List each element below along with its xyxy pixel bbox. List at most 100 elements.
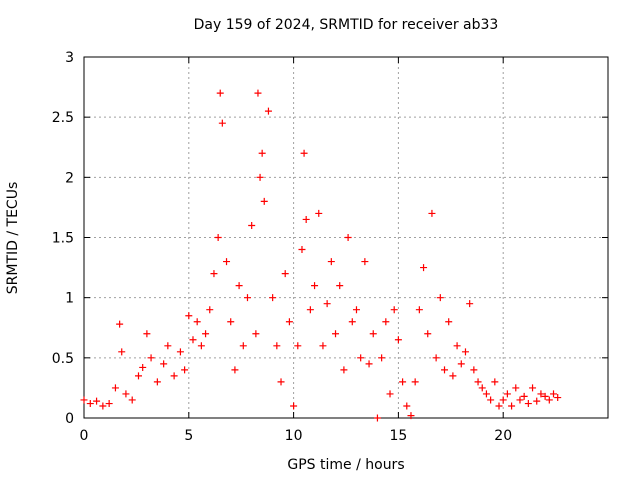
x-tick-label: 20 [494, 428, 512, 444]
data-point [294, 342, 302, 350]
data-point [143, 330, 151, 338]
data-point [134, 372, 142, 380]
data-point [223, 258, 231, 266]
data-point [537, 390, 545, 398]
data-point [541, 392, 549, 400]
data-point [545, 396, 553, 404]
data-point [424, 330, 432, 338]
y-tick-label: 2 [65, 170, 74, 186]
data-point [93, 397, 101, 405]
data-point [80, 396, 88, 404]
data-point [105, 400, 113, 408]
data-point [206, 306, 214, 314]
data-point [311, 282, 319, 290]
data-point [153, 378, 161, 386]
data-point [252, 330, 260, 338]
data-point [516, 396, 524, 404]
data-point [185, 312, 193, 320]
data-point [216, 89, 224, 97]
data-point [453, 342, 461, 350]
x-tick-label: 0 [80, 428, 89, 444]
data-point [277, 378, 285, 386]
data-point [281, 270, 289, 278]
data-point [482, 390, 490, 398]
data-point [550, 390, 558, 398]
data-point [231, 366, 239, 374]
data-point [264, 107, 272, 115]
data-point [258, 149, 266, 157]
data-point [348, 318, 356, 326]
data-point [323, 300, 331, 308]
data-point [529, 384, 537, 392]
data-point [407, 412, 415, 420]
data-point [147, 354, 155, 362]
data-point [373, 414, 381, 422]
data-point [524, 400, 532, 408]
data-point [378, 354, 386, 362]
data-point [99, 402, 107, 410]
data-point [319, 342, 327, 350]
data-point [352, 306, 360, 314]
data-point [269, 294, 277, 302]
y-tick-label: 3 [65, 50, 74, 66]
data-point [176, 348, 184, 356]
data-point [394, 336, 402, 344]
data-point [420, 264, 428, 272]
data-point [300, 149, 308, 157]
data-point [411, 378, 419, 386]
data-point [487, 396, 495, 404]
data-point [116, 320, 124, 328]
data-point [210, 270, 218, 278]
data-point [432, 354, 440, 362]
data-point [449, 372, 457, 380]
data-point [428, 209, 436, 217]
data-point [390, 306, 398, 314]
data-point [386, 390, 394, 398]
data-point [457, 360, 465, 368]
x-tick-label: 5 [184, 428, 193, 444]
data-point [399, 378, 407, 386]
data-point [302, 215, 310, 223]
data-point [189, 336, 197, 344]
data-point [139, 363, 147, 371]
x-tick-label: 15 [389, 428, 407, 444]
y-tick-label: 0 [65, 411, 74, 427]
data-point [128, 396, 136, 404]
data-point [461, 348, 469, 356]
data-point [512, 384, 520, 392]
data-point [285, 318, 293, 326]
data-point [520, 392, 528, 400]
data-point [86, 400, 94, 408]
y-tick-label: 1.5 [52, 231, 74, 247]
data-point [495, 402, 503, 410]
data-point [369, 330, 377, 338]
data-point [503, 390, 511, 398]
y-tick-label: 0.5 [52, 351, 74, 367]
data-point [256, 173, 264, 181]
data-point [181, 366, 189, 374]
data-point [365, 360, 373, 368]
data-point [260, 197, 268, 205]
data-point [466, 300, 474, 308]
data-point [290, 402, 298, 410]
data-point [470, 366, 478, 374]
data-point [499, 396, 507, 404]
y-tick-label: 1 [65, 291, 74, 307]
data-point [327, 258, 335, 266]
data-point [382, 318, 390, 326]
data-point [357, 354, 365, 362]
data-point [344, 234, 352, 241]
data-point [441, 366, 449, 374]
data-point [202, 330, 210, 338]
data-point [193, 318, 201, 326]
data-point [243, 294, 251, 302]
chart-title: Day 159 of 2024, SRMTID for receiver ab3… [193, 17, 499, 33]
x-axis-label: GPS time / hours [287, 457, 405, 473]
data-point [332, 330, 340, 338]
data-point [214, 234, 222, 241]
data-point [218, 119, 226, 127]
data-point [248, 221, 256, 229]
data-point [160, 360, 168, 368]
data-point [122, 390, 130, 398]
data-point [508, 402, 516, 410]
